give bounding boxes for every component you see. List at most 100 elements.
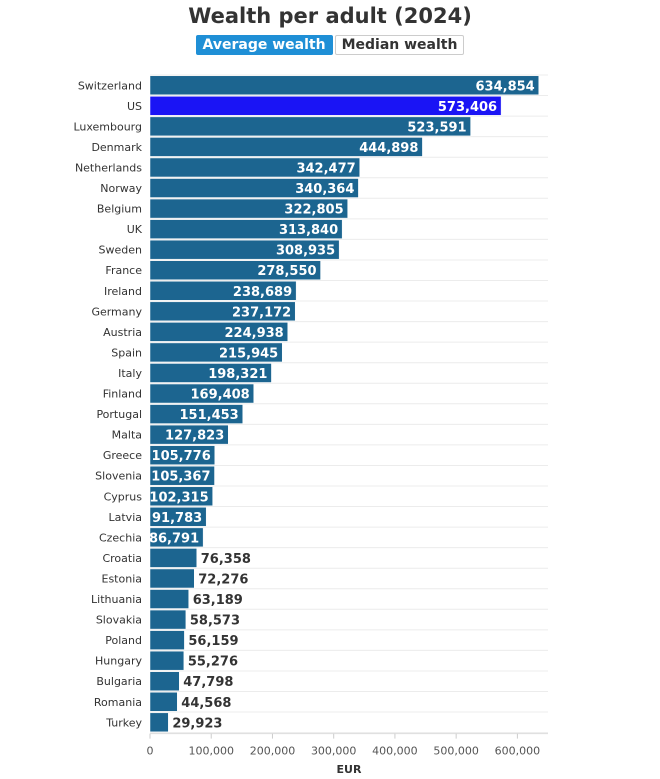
category-label: Slovenia — [95, 470, 142, 483]
value-label: 444,898 — [359, 141, 418, 156]
bar-luxembourg — [149, 116, 471, 137]
median-wealth-button[interactable]: Median wealth — [334, 35, 465, 55]
bar-switzerland — [149, 75, 539, 96]
category-label: Germany — [91, 305, 142, 318]
value-label: 105,776 — [152, 449, 211, 464]
value-label: 237,172 — [232, 305, 291, 320]
category-label: Switzerland — [78, 79, 142, 92]
value-label: 63,189 — [193, 593, 243, 608]
bar-uk — [149, 219, 343, 239]
bar-bulgaria — [149, 671, 180, 691]
category-label: US — [127, 100, 142, 113]
bar-latvia — [149, 507, 207, 527]
bar-germany — [149, 301, 296, 322]
category-label: Czechia — [99, 531, 142, 544]
category-label: Sweden — [99, 244, 142, 257]
category-label: Finland — [103, 388, 142, 401]
x-tick-label: 600,000 — [495, 745, 541, 758]
value-label: 76,358 — [201, 552, 251, 567]
category-label: UK — [127, 223, 143, 236]
bar-netherlands — [149, 157, 360, 178]
bar-finland — [149, 383, 254, 404]
x-tick-label: 200,000 — [250, 745, 296, 758]
bar-italy — [149, 363, 272, 383]
average-wealth-button[interactable]: Average wealth — [195, 35, 333, 55]
bar-denmark — [149, 137, 423, 157]
category-label: Italy — [118, 367, 142, 380]
value-label: 169,408 — [191, 388, 250, 403]
category-label: Netherlands — [75, 161, 142, 174]
chart-title: Wealth per adult (2024) — [188, 4, 472, 28]
value-label: 340,364 — [295, 182, 354, 197]
bar-poland — [149, 630, 185, 650]
bar-portugal — [149, 404, 243, 424]
value-label: 313,840 — [279, 223, 338, 238]
value-label: 151,453 — [180, 408, 239, 423]
category-label: Latvia — [109, 511, 143, 524]
category-label: Estonia — [102, 572, 143, 585]
x-tick-label: 300,000 — [311, 745, 357, 758]
category-label: Greece — [103, 449, 142, 462]
bar-slovenia — [149, 465, 215, 486]
bar-turkey — [149, 712, 169, 733]
category-label: Austria — [103, 326, 142, 339]
category-label: Norway — [100, 182, 142, 195]
category-label: Turkey — [105, 716, 142, 729]
bar-hungary — [149, 650, 185, 671]
category-label: Portugal — [96, 408, 142, 421]
x-tick-label: 100,000 — [188, 745, 234, 758]
bar-norway — [149, 178, 359, 198]
category-label: Romania — [94, 696, 142, 709]
bar-cyprus — [149, 486, 213, 507]
value-label: 72,276 — [198, 572, 248, 587]
category-label: France — [105, 264, 142, 277]
value-label: 29,923 — [172, 716, 222, 731]
bar-romania — [149, 692, 178, 712]
bar-slovakia — [149, 609, 187, 630]
category-label: Croatia — [102, 552, 142, 565]
value-label: 634,854 — [476, 79, 535, 94]
x-tick-label: 400,000 — [372, 745, 418, 758]
x-tick-label: 500,000 — [433, 745, 479, 758]
value-label: 86,791 — [149, 531, 199, 546]
value-label: 198,321 — [208, 367, 267, 382]
value-label: 308,935 — [276, 244, 335, 259]
bar-croatia — [149, 548, 198, 568]
value-label: 238,689 — [233, 285, 292, 300]
bar-malta — [149, 424, 229, 445]
value-label: 523,591 — [407, 120, 466, 135]
category-label: Denmark — [91, 141, 142, 154]
value-label: 44,568 — [181, 696, 231, 711]
value-label: 91,783 — [152, 511, 202, 526]
value-label: 342,477 — [296, 161, 355, 176]
value-label: 322,805 — [284, 203, 343, 218]
category-label: Lithuania — [91, 593, 142, 606]
bar-lithuania — [149, 589, 189, 609]
value-label: 56,159 — [188, 634, 238, 649]
value-label: 102,315 — [149, 490, 208, 505]
bar-france — [149, 260, 321, 280]
value-label: 278,550 — [257, 264, 316, 279]
bar-austria — [149, 322, 288, 342]
category-label: Malta — [112, 429, 142, 442]
value-label: 127,823 — [165, 429, 224, 444]
value-label: 47,798 — [183, 675, 233, 690]
category-label: Cyprus — [104, 490, 143, 503]
value-label: 55,276 — [188, 655, 238, 670]
category-label: Luxembourg — [73, 120, 142, 133]
category-label: Spain — [111, 346, 142, 359]
category-label: Poland — [105, 634, 142, 647]
value-label: 573,406 — [438, 100, 497, 115]
category-label: Hungary — [95, 655, 142, 668]
metric-toggle: Average wealth Median wealth — [0, 35, 660, 55]
bar-ireland — [149, 281, 297, 301]
bar-belgium — [149, 198, 348, 219]
bar-greece — [149, 445, 216, 465]
bar-us — [149, 96, 502, 116]
bar-czechia — [149, 527, 204, 548]
category-label: Belgium — [97, 203, 142, 216]
value-label: 58,573 — [190, 614, 240, 629]
value-label: 105,367 — [151, 470, 210, 485]
